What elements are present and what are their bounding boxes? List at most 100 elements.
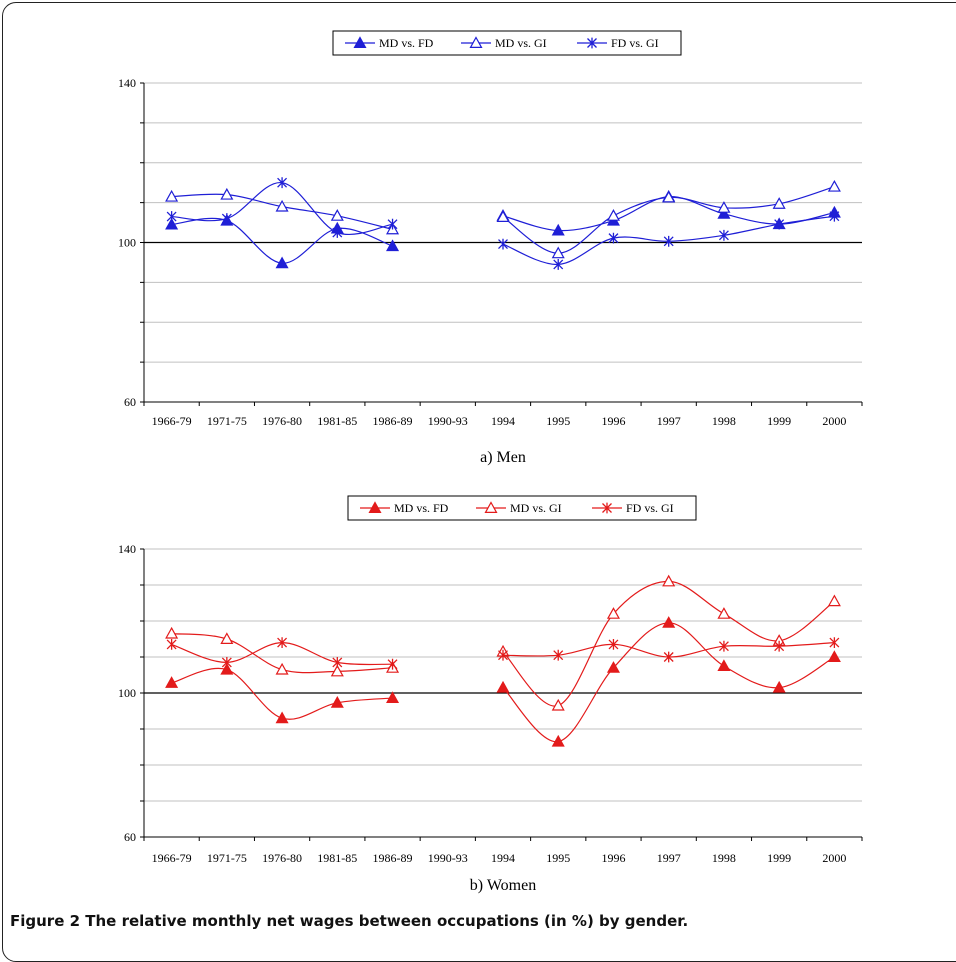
x-tick-label: 2000 [822,414,846,428]
legend-label: MD vs. FD [394,501,449,515]
y-tick-label: 140 [118,76,136,90]
data-point [220,187,234,200]
legend-marker [469,36,483,48]
x-tick-label: 1995 [546,851,570,865]
x-tick-label: 1997 [657,414,681,428]
data-point [277,177,288,189]
legend-marker [368,501,382,513]
data-point [717,207,731,219]
data-point [498,649,508,661]
legend-label: MD vs. FD [379,36,434,50]
x-tick-label: 1994 [491,414,515,428]
y-tick-label: 100 [118,236,136,250]
data-point [551,734,565,747]
series-line [502,622,835,743]
data-point [275,711,289,724]
data-point [717,659,731,671]
x-tick-label: 1976-80 [262,414,302,428]
legend-box [347,495,697,521]
legend-marker [484,501,498,513]
data-point [772,680,786,693]
x-tick-label: 1998 [712,851,736,865]
legend-marker [602,502,612,514]
chart-panel-2: 60 100 140 1966-79 1971-75 1976-80 1981-85 1986… [118,495,863,894]
x-tick-label: 1966-79 [152,851,192,865]
x-tick-label: 1990-93 [428,851,468,865]
data-point [553,649,564,661]
data-point [774,640,785,652]
data-point [662,190,676,203]
legend-box [332,30,682,56]
x-tick-label: 1981-85 [317,414,357,428]
y-tick-label: 100 [118,686,136,700]
data-point [662,574,676,587]
legend-marker [587,37,597,49]
legend-marker [353,36,367,48]
data-point [662,616,676,628]
data-point [551,698,565,711]
x-tick-label: 2000 [822,851,846,865]
figure-canvas: 60 100 140 1966-79 1971-75 1976-80 1981-85 1986… [118,30,863,894]
x-tick-label: 1990-93 [428,414,468,428]
data-point [166,211,177,222]
data-point [165,626,179,639]
x-tick-label: 1999 [767,414,791,428]
legend: MD vs. FD MD vs. GI FD vs. GI [332,30,682,56]
series-fd-vs-gi [166,177,840,270]
data-point [220,662,234,675]
panel-sublabel: a) Men [480,449,526,466]
data-point [829,637,840,648]
data-point [386,691,400,704]
data-point [606,607,620,619]
data-point [387,218,398,230]
legend-label: FD vs. GI [611,36,659,50]
x-tick-label: 1986-89 [373,414,413,428]
data-point [496,210,510,222]
x-tick-label: 1997 [657,851,681,865]
data-point [165,217,179,230]
series-fd-vs-gi [166,637,840,670]
data-point [386,239,400,252]
data-point [717,607,731,619]
data-point [221,213,232,224]
data-point [221,657,232,668]
data-point [275,199,289,212]
data-point [498,238,508,250]
figure-caption: Figure 2 The relative monthly net wages … [10,912,689,930]
data-point [332,657,343,668]
data-point [663,235,674,247]
x-tick-label: 1981-85 [317,851,357,865]
x-tick-label: 1996 [601,414,625,428]
panel-sublabel: b) Women [470,877,536,894]
legend-label: MD vs. GI [495,36,547,50]
data-point [387,658,398,670]
x-tick-label: 1996 [601,851,625,865]
data-point [606,661,620,673]
y-tick-label: 140 [118,542,136,556]
data-point [551,223,565,236]
x-tick-label: 1994 [491,851,515,865]
x-tick-label: 1999 [767,851,791,865]
series-md-vs-gi [165,179,841,259]
legend: MD vs. FD MD vs. GI FD vs. GI [347,495,697,521]
series-line [171,193,393,230]
legend-label: FD vs. GI [626,501,674,515]
data-point [827,594,841,607]
data-point [496,680,510,693]
data-point [717,201,731,213]
data-point [553,259,564,270]
data-point [275,256,289,269]
x-tick-label: 1971-75 [207,851,247,865]
data-point [551,246,565,259]
legend-label: MD vs. GI [510,501,562,515]
data-point [608,639,619,650]
chart-panel-1: 60 100 140 1966-79 1971-75 1976-80 1981-85 1986… [118,30,863,466]
x-tick-label: 1971-75 [207,414,247,428]
series-md-vs-fd [165,616,841,747]
data-point [220,632,234,644]
data-point [827,179,841,192]
data-point [330,695,344,708]
data-point [718,229,729,241]
data-point [332,227,343,238]
data-point [165,189,179,202]
